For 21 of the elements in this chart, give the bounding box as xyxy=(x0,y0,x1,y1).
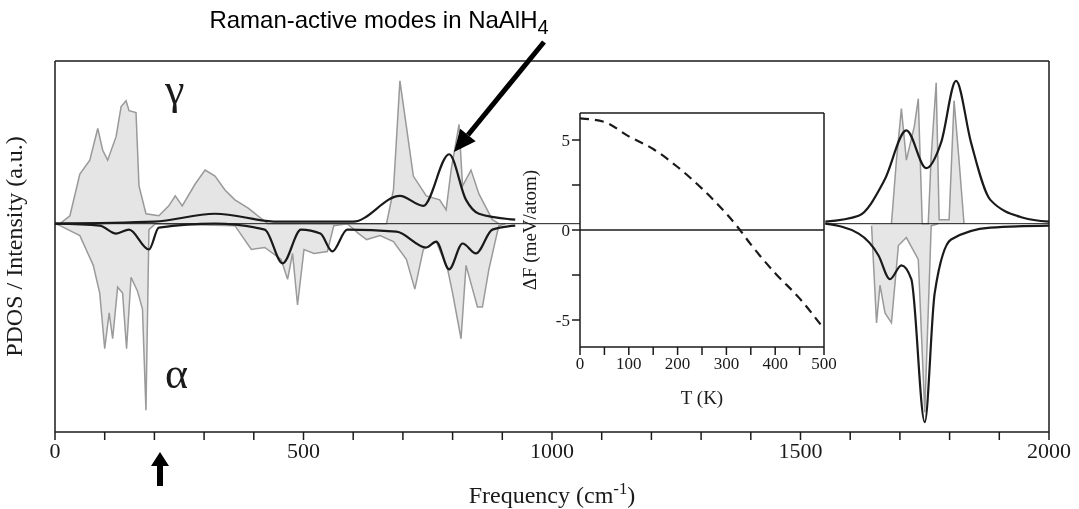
x-axis-title: T (K) xyxy=(680,387,724,409)
y-tick-label: 0 xyxy=(561,221,570,241)
y-axis-title: PDOS / Intensity (a.u.) xyxy=(1,136,27,357)
x-tick-label: 1500 xyxy=(778,437,823,463)
y-axis-title: ΔF (meV/atom) xyxy=(518,169,541,291)
x-tick-label: 1000 xyxy=(530,437,574,463)
annotation: γ xyxy=(165,65,185,114)
x-tick-label: 2000 xyxy=(1027,437,1071,463)
y-tick-label: -5 xyxy=(555,311,570,331)
x-tick-label: 500 xyxy=(811,354,837,374)
x-tick-label: 0 xyxy=(49,437,61,463)
x-tick-label: 100 xyxy=(616,354,642,374)
x-axis-title: Frequency (cm$^{-1}$) xyxy=(468,478,636,508)
y-tick-label: 5 xyxy=(561,131,570,151)
x-tick-label: 500 xyxy=(287,437,320,463)
x-tick-label: 200 xyxy=(664,354,691,374)
x-tick-label: 300 xyxy=(713,354,740,374)
annotation: α xyxy=(165,349,189,398)
x-tick-label: 400 xyxy=(762,354,788,374)
x-tick-label: 0 xyxy=(575,354,585,374)
text: Raman-active modes in NaAlH$_{4}$ xyxy=(208,6,550,39)
